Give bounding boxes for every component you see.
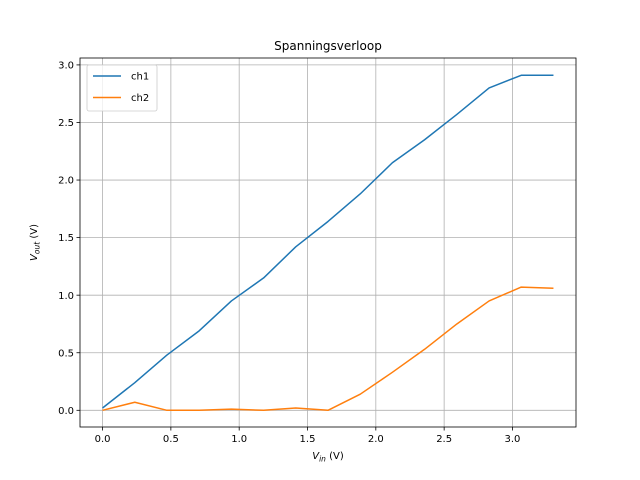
y-tick-label: 2.5 bbox=[58, 118, 74, 129]
legend-label-ch2: ch2 bbox=[131, 93, 149, 104]
x-tick-label: 2.5 bbox=[436, 434, 452, 445]
x-axis-label-subscript: in bbox=[319, 455, 326, 464]
x-tick-label: 0.5 bbox=[163, 434, 179, 445]
series-line-ch1 bbox=[102, 74, 554, 409]
y-axis-label-unit: (V) bbox=[29, 224, 40, 242]
chart-title: Spanningsverloop bbox=[274, 39, 382, 53]
series-line-ch2 bbox=[102, 286, 554, 412]
series-lines bbox=[102, 74, 554, 412]
y-tick-label: 0.0 bbox=[58, 406, 74, 417]
x-axis-ticks: 0.0 0.5 1.0 1.5 2.0 2.5 3.0 bbox=[95, 427, 521, 445]
x-axis-label-unit: (V) bbox=[326, 451, 344, 462]
plot-frame bbox=[79, 57, 577, 428]
y-axis-ticks: 0.0 0.5 1.0 1.5 2.0 2.5 3.0 bbox=[58, 61, 80, 417]
y-tick-label: 3.0 bbox=[58, 61, 74, 72]
x-tick-label: 2.0 bbox=[368, 434, 384, 445]
y-tick-label: 1.5 bbox=[58, 233, 74, 244]
x-tick-label: 0.0 bbox=[95, 434, 111, 445]
x-tick-label: 1.0 bbox=[231, 434, 247, 445]
x-axis-label-symbol: V bbox=[312, 451, 320, 462]
legend: ch1 ch2 bbox=[86, 64, 158, 112]
x-tick-label: 1.5 bbox=[300, 434, 316, 445]
y-tick-label: 2.0 bbox=[58, 176, 74, 187]
y-axis-label: Vout (V) bbox=[29, 224, 42, 261]
y-axis-label-subscript: out bbox=[33, 241, 42, 254]
y-tick-label: 1.0 bbox=[58, 291, 74, 302]
x-tick-label: 3.0 bbox=[505, 434, 521, 445]
y-axis-label-symbol: V bbox=[29, 253, 40, 261]
legend-label-ch1: ch1 bbox=[131, 72, 149, 83]
x-axis-label: Vin (V) bbox=[312, 451, 344, 464]
grid bbox=[80, 58, 576, 427]
y-tick-label: 0.5 bbox=[58, 348, 74, 359]
